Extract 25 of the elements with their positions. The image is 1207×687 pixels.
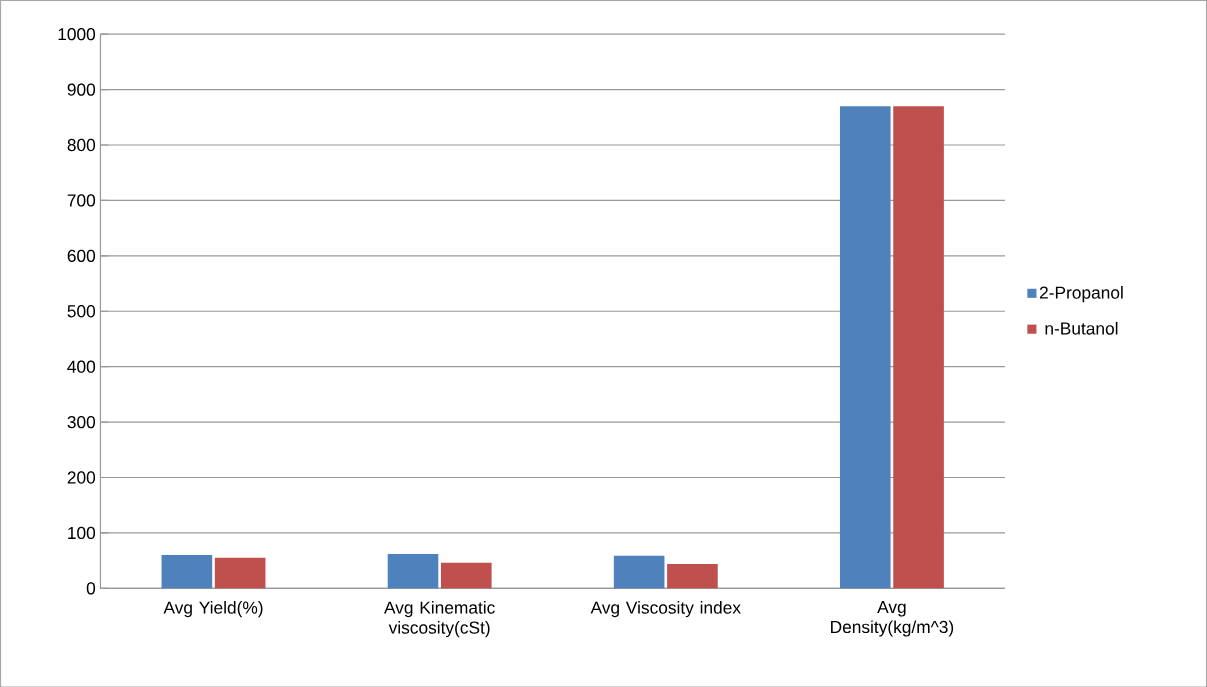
bar <box>440 562 492 589</box>
legend-label: n-Butanol <box>1045 321 1118 335</box>
y-tick-label: 600 <box>67 249 96 262</box>
y-tick-label: 100 <box>68 526 96 539</box>
bar <box>893 105 944 589</box>
x-tick-label: Avg Yield(%) <box>163 600 263 617</box>
y-tick-label: 400 <box>67 360 96 373</box>
y-tick-label: 700 <box>67 194 96 207</box>
bar <box>387 553 439 589</box>
bar <box>214 557 266 589</box>
y-tick-label: 300 <box>67 415 96 428</box>
x-tick-label: Avg Viscosity index <box>590 600 741 617</box>
y-tick-label: 1000 <box>58 27 96 41</box>
y-tick-label: 800 <box>67 138 96 151</box>
x-tick-label: Avg Kinematic viscosity(cSt) <box>384 600 495 637</box>
y-tick-label: 500 <box>67 304 96 318</box>
y-tick-label: 900 <box>67 83 96 96</box>
bar <box>613 555 665 589</box>
x-tick-label: Avg Density(kg/m^3) <box>831 600 954 637</box>
y-tick-label: 200 <box>67 471 96 484</box>
bar <box>839 105 891 589</box>
bar <box>161 554 213 589</box>
y-tick-label: 0 <box>86 581 96 595</box>
bar <box>667 563 718 589</box>
legend-label: 2-Propanol <box>1039 285 1123 302</box>
